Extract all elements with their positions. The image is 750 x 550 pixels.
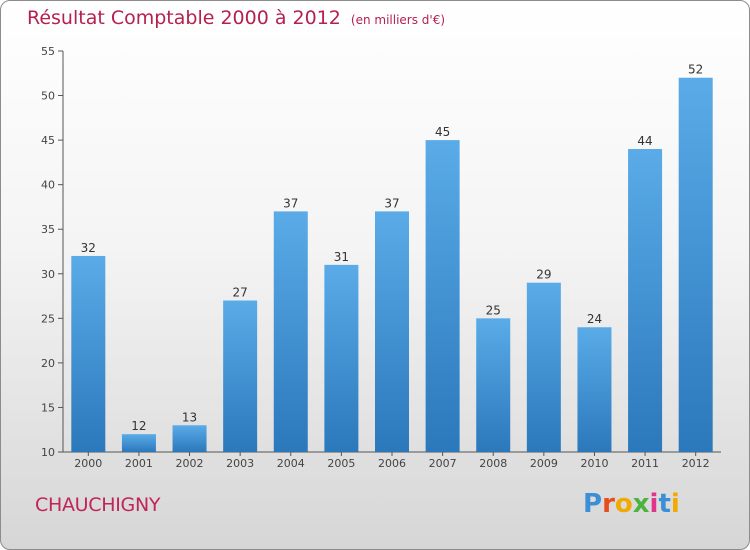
y-tick-label: 25 <box>41 312 55 325</box>
data-label-2007: 45 <box>435 125 450 139</box>
bar-2006 <box>375 211 409 452</box>
bar-2000 <box>71 255 106 452</box>
bar-2009 <box>526 282 561 452</box>
bar-2003 <box>223 300 258 452</box>
commune-name: CHAUCHIGNY <box>35 494 161 516</box>
x-tick-label: 2003 <box>226 457 254 470</box>
y-tick-label: 55 <box>41 45 55 58</box>
logo-letter: P <box>583 489 603 519</box>
bar-2002 <box>172 425 207 452</box>
bar-2004 <box>273 211 308 452</box>
proxiti-logo: Proxiti <box>583 489 680 519</box>
bar-2007 <box>425 140 460 452</box>
bar-2010 <box>577 327 612 452</box>
data-label-2000: 32 <box>81 241 96 255</box>
y-tick-label: 30 <box>41 268 55 281</box>
x-tick-label: 2007 <box>429 457 457 470</box>
chart-title-text: Résultat Comptable 2000 à 2012 <box>27 7 341 29</box>
data-label-2009: 29 <box>536 268 551 282</box>
x-tick-label: 2009 <box>530 457 558 470</box>
bar-2011 <box>628 149 663 452</box>
data-label-2005: 31 <box>334 250 349 264</box>
y-tick-label: 15 <box>41 401 55 414</box>
x-tick-label: 2005 <box>327 457 355 470</box>
chart-title: Résultat Comptable 2000 à 2012 (en millie… <box>27 7 445 29</box>
data-label-2003: 27 <box>233 286 248 300</box>
y-tick-label: 40 <box>41 179 55 192</box>
bar-2005 <box>324 264 359 452</box>
logo-letter: x <box>632 489 650 519</box>
y-tick-label: 10 <box>41 446 55 459</box>
x-tick-label: 2010 <box>580 457 608 470</box>
logo-letter: t <box>658 489 671 519</box>
data-label-2001: 12 <box>131 419 146 433</box>
x-tick-label: 2000 <box>74 457 102 470</box>
data-label-2008: 25 <box>486 303 501 317</box>
y-tick-label: 20 <box>41 357 55 370</box>
x-tick-label: 2012 <box>682 457 710 470</box>
x-tick-label: 2006 <box>378 457 406 470</box>
logo-letter: o <box>614 489 633 519</box>
bar-2008 <box>476 318 511 452</box>
chart-subtitle: (en milliers d'€) <box>350 13 446 27</box>
logo-letter: i <box>670 489 680 519</box>
bar-2001 <box>121 434 156 452</box>
data-label-2010: 24 <box>587 312 602 326</box>
y-tick-label: 45 <box>41 134 55 147</box>
x-tick-label: 2004 <box>277 457 305 470</box>
y-tick-label: 50 <box>41 90 55 103</box>
data-label-2006: 37 <box>384 196 399 210</box>
x-tick-label: 2001 <box>125 457 153 470</box>
data-label-2004: 37 <box>283 196 298 210</box>
logo-letter: r <box>602 489 615 519</box>
data-label-2012: 52 <box>688 63 703 77</box>
data-label-2002: 13 <box>182 410 197 424</box>
data-label-2011: 44 <box>637 134 652 148</box>
x-tick-label: 2008 <box>479 457 507 470</box>
x-tick-label: 2011 <box>631 457 659 470</box>
bar-2012 <box>678 77 713 452</box>
logo-letter: i <box>649 489 659 519</box>
y-tick-label: 35 <box>41 223 55 236</box>
x-tick-label: 2002 <box>176 457 204 470</box>
